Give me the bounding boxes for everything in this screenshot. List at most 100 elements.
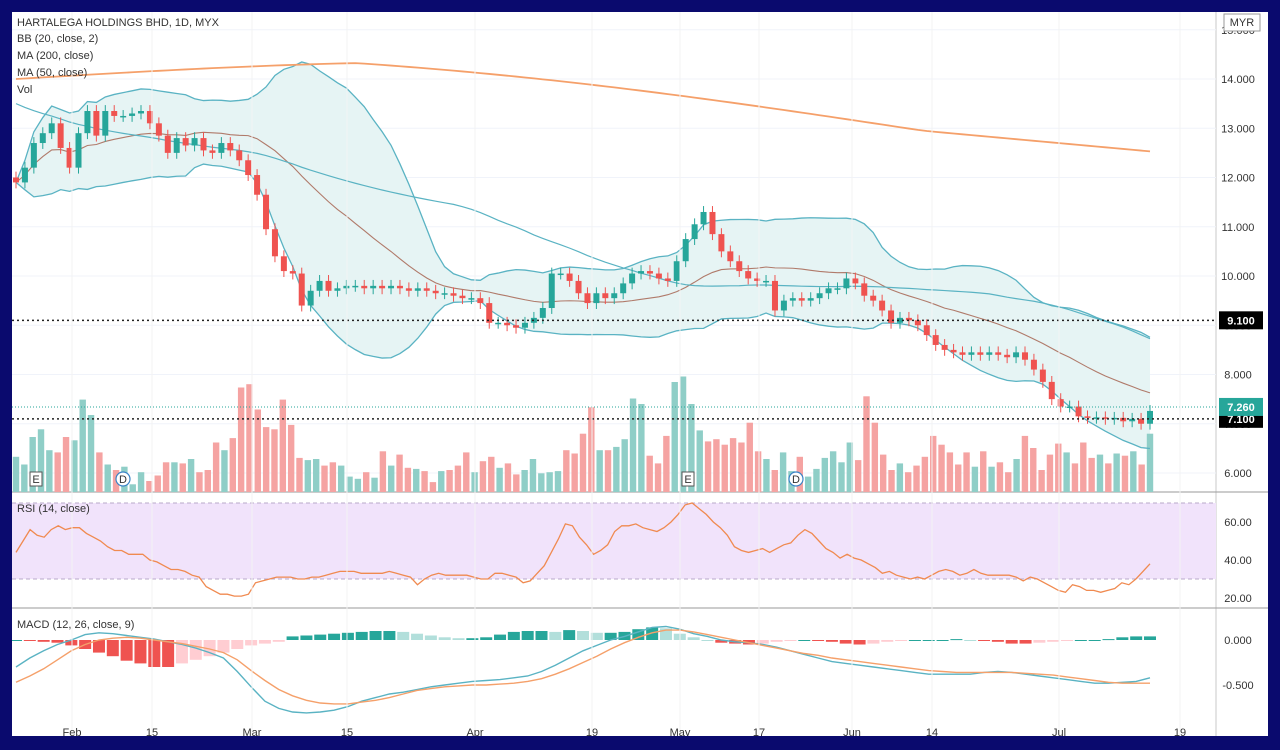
macd-histogram-bar: [162, 640, 175, 667]
macd-histogram-bar: [397, 631, 410, 640]
candle-body: [825, 288, 832, 294]
macd-histogram-bar: [341, 632, 354, 640]
volume-bar: [71, 440, 78, 492]
candle-body: [780, 300, 787, 311]
macd-histogram-bar: [51, 640, 64, 643]
macd-histogram-bar: [217, 640, 230, 653]
candle-body: [343, 285, 350, 289]
volume-bar: [646, 455, 653, 492]
volume-bar: [554, 471, 562, 492]
macd-histogram-bar: [1061, 640, 1074, 641]
volume-bar: [304, 460, 312, 492]
volume-bar: [1096, 454, 1104, 492]
candle-body: [200, 138, 207, 151]
volume-bar: [971, 466, 979, 492]
macd-histogram-bar: [189, 640, 202, 660]
volume-bar: [871, 422, 879, 492]
rsi-tick-label: 60.00: [1224, 517, 1252, 529]
macd-histogram-bar: [908, 640, 921, 641]
volume-bar: [87, 415, 95, 492]
candle-body: [1111, 417, 1118, 420]
macd-histogram-bar: [839, 640, 852, 644]
volume-bar: [596, 450, 603, 492]
candle-body: [673, 261, 680, 281]
macd-histogram-bar: [328, 633, 341, 640]
candle-body: [763, 280, 770, 283]
macd-histogram-bar: [715, 640, 728, 643]
price-tick-label: 13.000: [1221, 123, 1255, 135]
legend-vol[interactable]: Vol: [17, 84, 32, 96]
volume-bar: [488, 456, 495, 492]
candle-body: [75, 133, 82, 168]
volume-bar: [713, 439, 720, 492]
volume-bar: [821, 457, 829, 492]
volume-bar: [204, 470, 211, 492]
legend-macd[interactable]: MACD (12, 26, close, 9): [17, 619, 134, 631]
rsi-tick-label: 40.00: [1224, 555, 1252, 567]
candle-body: [754, 278, 761, 281]
symbol-title[interactable]: HARTALEGA HOLDINGS BHD, 1D, MYX: [17, 17, 220, 29]
volume-bar: [79, 399, 86, 492]
macd-histogram-bar: [701, 640, 714, 641]
candle-body: [182, 138, 189, 146]
candle-body: [1039, 369, 1046, 382]
rsi-band: [12, 503, 1216, 579]
candle-body: [361, 285, 368, 289]
macd-histogram-bar: [659, 628, 672, 640]
candle-body: [120, 115, 127, 118]
volume-bar: [179, 463, 186, 492]
candle-body: [798, 298, 805, 301]
candle-body: [289, 271, 296, 274]
volume-bar: [771, 470, 778, 492]
macd-histogram-bar: [1005, 640, 1018, 644]
macd-histogram-bar: [355, 631, 368, 640]
volume-bar: [988, 466, 995, 492]
currency-badge[interactable]: [1223, 13, 1261, 32]
candle-body: [566, 273, 573, 281]
macd-histogram-bar: [314, 634, 327, 640]
candle-body: [245, 160, 252, 176]
volume-bar: [963, 452, 970, 492]
volume-bar: [913, 465, 920, 492]
legend-rsi[interactable]: RSI (14, close): [17, 503, 90, 515]
macd-histogram-bar: [521, 631, 534, 640]
macd-histogram-bar: [825, 640, 838, 642]
volume-bar: [1113, 453, 1120, 492]
candle-body: [280, 256, 287, 272]
legend-bb[interactable]: BB (20, close, 2): [17, 33, 98, 45]
volume-bar: [62, 437, 70, 492]
candle-body: [164, 135, 171, 153]
volume-bar: [696, 430, 703, 492]
volume-bar: [496, 467, 503, 492]
volume-bar: [538, 473, 545, 492]
volume-bar: [1055, 443, 1062, 492]
volume-bar: [279, 399, 287, 492]
macd-histogram-bar: [563, 630, 576, 640]
candle-body: [1138, 418, 1145, 424]
price-tick-label: 12.000: [1221, 173, 1255, 185]
legend-ma50[interactable]: MA (50, close): [17, 67, 87, 79]
candle-body: [816, 293, 823, 299]
candle-body: [638, 271, 645, 274]
candle-body: [977, 352, 984, 355]
macd-histogram-bar: [92, 640, 105, 653]
candle-body: [111, 111, 118, 116]
candle-body: [30, 143, 37, 168]
candle-body: [57, 123, 64, 148]
macd-histogram-bar: [798, 640, 811, 641]
legend-ma200[interactable]: MA (200, close): [17, 50, 93, 62]
volume-bar: [621, 439, 628, 492]
last-price-label: 7.260: [1227, 402, 1255, 414]
macd-histogram-bar: [1033, 640, 1046, 643]
macd-histogram-bar: [535, 631, 548, 640]
macd-histogram-bar: [991, 640, 1004, 642]
candle-body: [334, 288, 341, 291]
candle-body: [39, 133, 46, 144]
macd-histogram-bar: [950, 639, 963, 641]
volume-bar: [37, 429, 45, 492]
macd-histogram-bar: [65, 640, 78, 646]
volume-bar: [1063, 452, 1070, 492]
candle-body: [557, 273, 564, 276]
